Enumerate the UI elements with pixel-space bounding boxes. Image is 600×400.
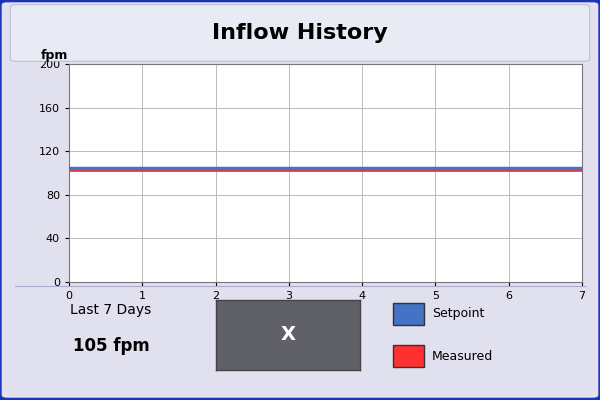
FancyBboxPatch shape [212, 299, 364, 371]
Text: 105 fpm: 105 fpm [73, 337, 149, 355]
Text: fpm: fpm [41, 49, 68, 62]
Text: Last 7 Days: Last 7 Days [70, 303, 152, 317]
Text: Setpoint: Setpoint [432, 308, 484, 320]
Text: Inflow History: Inflow History [212, 23, 388, 43]
Text: X: X [281, 326, 296, 344]
Text: Measured: Measured [432, 350, 493, 362]
